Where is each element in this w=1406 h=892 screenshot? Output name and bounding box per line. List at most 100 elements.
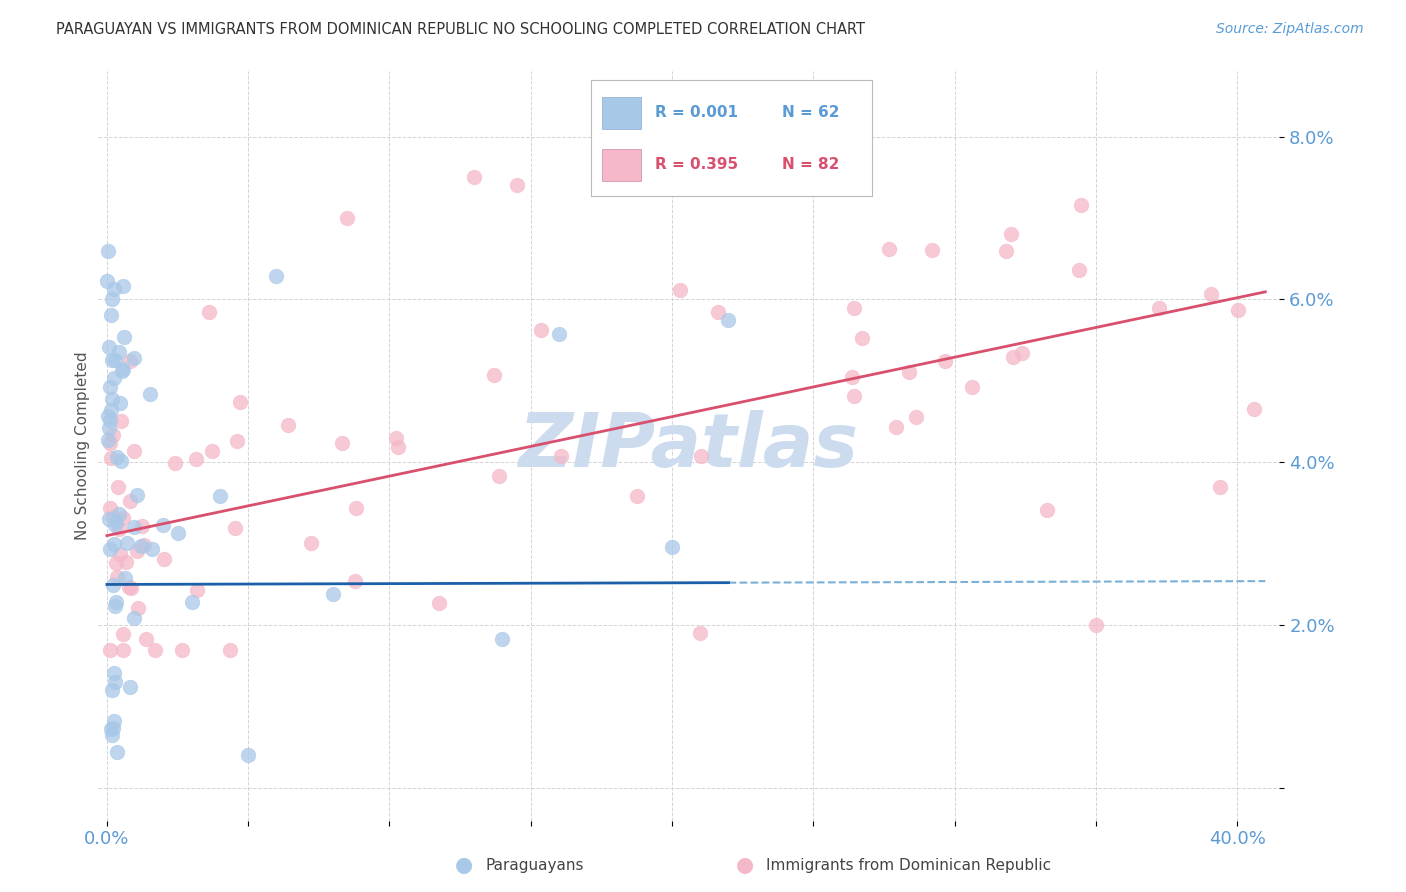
Point xyxy=(114,571,136,585)
Point xyxy=(139,386,162,401)
Point xyxy=(851,331,873,345)
Point xyxy=(141,542,163,557)
Text: ●: ● xyxy=(737,855,754,875)
Point xyxy=(118,580,141,594)
Point xyxy=(224,521,246,535)
Point xyxy=(198,305,221,319)
Point xyxy=(104,518,127,533)
Point xyxy=(1002,351,1025,365)
Point xyxy=(104,514,127,528)
Point xyxy=(429,596,451,610)
Point xyxy=(322,587,344,601)
Point xyxy=(122,519,145,533)
Point xyxy=(229,395,252,409)
Point xyxy=(98,436,121,450)
Point xyxy=(898,365,921,379)
Text: R = 0.395: R = 0.395 xyxy=(655,157,738,172)
Point xyxy=(100,308,122,322)
Point xyxy=(344,501,367,516)
Text: Source: ZipAtlas.com: Source: ZipAtlas.com xyxy=(1216,22,1364,37)
Point xyxy=(707,304,730,318)
Point xyxy=(101,728,124,742)
Point xyxy=(131,519,153,533)
Point xyxy=(103,666,125,681)
Point xyxy=(129,539,152,553)
Text: N = 82: N = 82 xyxy=(782,157,839,172)
Point xyxy=(842,301,865,315)
Point xyxy=(124,443,146,458)
Point xyxy=(100,722,122,736)
Point xyxy=(152,552,174,566)
Point xyxy=(166,525,188,540)
Point xyxy=(117,536,139,550)
Point xyxy=(1209,480,1232,494)
Point xyxy=(186,451,208,466)
Point xyxy=(689,450,711,464)
Point xyxy=(550,450,572,464)
Text: Paraguayans: Paraguayans xyxy=(485,858,583,872)
Point xyxy=(101,392,124,406)
Point xyxy=(108,507,131,521)
Point xyxy=(115,556,138,570)
Point xyxy=(103,675,125,690)
Point xyxy=(336,211,359,225)
Point xyxy=(107,480,129,494)
Point xyxy=(110,547,132,561)
Point xyxy=(101,578,124,592)
Text: Immigrants from Dominican Republic: Immigrants from Dominican Republic xyxy=(766,858,1052,872)
Point xyxy=(218,642,240,657)
Point xyxy=(180,595,202,609)
Point xyxy=(105,745,128,759)
Text: N = 62: N = 62 xyxy=(782,105,839,120)
Point xyxy=(100,450,122,465)
Point xyxy=(152,518,174,533)
Point xyxy=(626,489,648,503)
Point xyxy=(1011,346,1033,360)
Point xyxy=(100,380,122,394)
Point xyxy=(1227,303,1250,318)
Point xyxy=(98,501,121,516)
Point xyxy=(844,389,866,403)
Point xyxy=(877,243,900,257)
Point xyxy=(1147,301,1170,316)
Point xyxy=(97,409,120,424)
Point xyxy=(105,570,128,584)
Point xyxy=(104,595,127,609)
Point xyxy=(97,244,120,258)
Point xyxy=(505,178,527,193)
Point xyxy=(118,494,141,508)
Point xyxy=(661,540,683,554)
Point xyxy=(104,556,127,570)
Point xyxy=(107,522,129,536)
Point xyxy=(299,536,322,550)
Point xyxy=(103,370,125,384)
Point xyxy=(491,632,513,646)
Point xyxy=(135,632,157,646)
Point xyxy=(163,456,186,470)
Point xyxy=(111,511,134,525)
Point xyxy=(143,642,166,657)
Point xyxy=(484,368,506,382)
Point xyxy=(1084,618,1107,632)
Point xyxy=(101,510,124,524)
Point xyxy=(170,642,193,657)
Point xyxy=(1067,262,1090,277)
Point xyxy=(1243,401,1265,416)
Point xyxy=(208,489,231,503)
Text: PARAGUAYAN VS IMMIGRANTS FROM DOMINICAN REPUBLIC NO SCHOOLING COMPLETED CORRELAT: PARAGUAYAN VS IMMIGRANTS FROM DOMINICAN … xyxy=(56,22,865,37)
Point xyxy=(1199,286,1222,301)
Point xyxy=(103,536,125,550)
Point xyxy=(387,440,409,454)
Point xyxy=(101,352,124,367)
Point xyxy=(226,434,249,449)
Point xyxy=(112,642,135,657)
Point xyxy=(108,396,131,410)
Point xyxy=(962,380,984,394)
Point xyxy=(103,428,125,442)
Point xyxy=(186,582,208,597)
Point xyxy=(98,642,121,657)
Y-axis label: No Schooling Completed: No Schooling Completed xyxy=(75,351,90,541)
Point xyxy=(717,313,740,327)
FancyBboxPatch shape xyxy=(602,149,641,181)
Point xyxy=(103,721,125,735)
